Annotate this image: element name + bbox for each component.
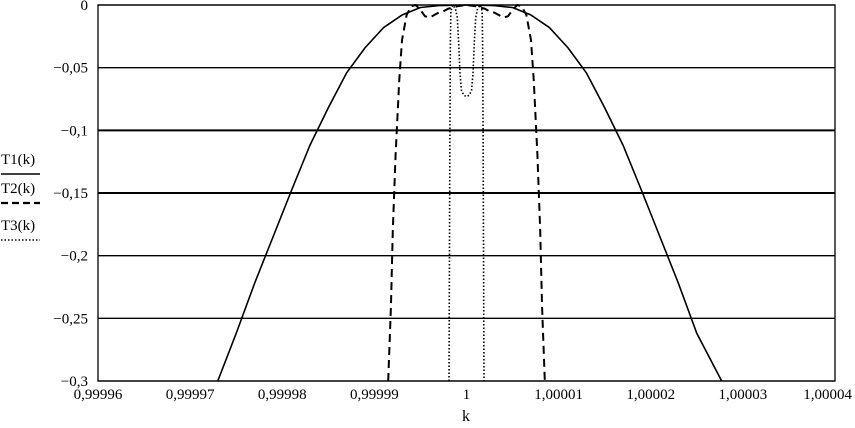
plot-frame <box>97 4 836 382</box>
x-tick-label: 1,00004 <box>803 387 852 403</box>
plot-border <box>97 4 836 382</box>
x-tick-label: 0,99997 <box>166 387 215 403</box>
x-tick-label: 0,99998 <box>258 387 307 403</box>
x-tick-label: 1,00002 <box>626 387 675 403</box>
legend-label: T2(k) <box>1 181 35 197</box>
x-axis-title: k <box>462 408 470 425</box>
legend-label: T3(k) <box>1 218 35 234</box>
x-tick-label: 1,00001 <box>534 387 583 403</box>
y-tick-labels: 0 −0,05 −0,1 −0,15 −0,2 −0,25 −0,3 <box>53 0 88 390</box>
x-tick-label: 0,99999 <box>350 387 399 403</box>
y-tick-label: 0 <box>81 0 89 14</box>
y-tick-label: −0,2 <box>61 249 88 265</box>
x-tick-label: 0,99996 <box>74 387 123 403</box>
x-tick-labels: 0,99996 0,99997 0,99998 0,99999 1 1,00001 1,00… <box>74 387 853 403</box>
x-tick-label: 1,00003 <box>719 387 768 403</box>
y-tick-label: −0,05 <box>53 61 88 77</box>
y-tick-label: −0,3 <box>61 374 88 390</box>
gridlines <box>98 4 835 382</box>
legend-label: T1(k) <box>1 152 35 168</box>
y-tick-label: −0,25 <box>53 311 88 327</box>
y-tick-label: −0,15 <box>53 186 88 202</box>
series-line-t2k <box>387 4 546 382</box>
legend: T1(k) T2(k) T3(k) <box>1 152 40 241</box>
y-tick-label: −0,1 <box>61 123 88 139</box>
x-tick-label: 1 <box>463 387 471 403</box>
